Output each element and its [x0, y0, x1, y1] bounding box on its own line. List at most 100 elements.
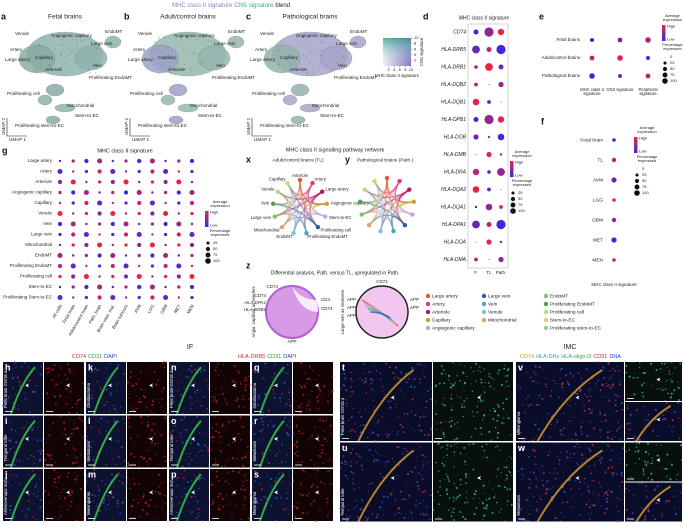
signal — [385, 464, 387, 466]
signal — [114, 408, 117, 411]
signal — [129, 371, 132, 374]
signal — [217, 508, 221, 511]
gene-label: CD74 — [453, 29, 466, 35]
signal — [496, 475, 498, 477]
signal — [241, 457, 244, 460]
signal — [123, 422, 125, 425]
cell — [183, 49, 185, 51]
signal — [532, 380, 535, 383]
signal — [456, 375, 458, 377]
edge — [286, 182, 297, 234]
signal — [534, 463, 537, 466]
signal — [326, 400, 329, 403]
signal — [211, 427, 214, 429]
signal — [292, 471, 294, 474]
signal — [472, 371, 475, 373]
signal — [567, 382, 569, 384]
signal — [248, 494, 251, 497]
signal — [137, 501, 140, 504]
edge — [373, 180, 384, 232]
signal — [364, 408, 366, 411]
signal — [437, 490, 439, 493]
signal — [460, 380, 462, 382]
signal — [574, 403, 576, 405]
size-key — [662, 66, 668, 72]
cell — [158, 36, 160, 38]
edge — [274, 182, 293, 218]
dot — [57, 294, 63, 301]
signal — [97, 485, 99, 487]
edge — [299, 179, 327, 205]
signal — [87, 449, 91, 452]
tick-label: 10 — [414, 35, 419, 40]
signal — [206, 411, 208, 413]
cluster-label: Large vein — [336, 41, 358, 46]
signal — [381, 501, 384, 504]
signal — [161, 390, 163, 393]
signal — [39, 506, 42, 509]
axis-label: UMAP 1 — [254, 137, 271, 142]
cell — [337, 61, 340, 63]
signal — [190, 511, 194, 514]
signal — [601, 383, 604, 386]
signal — [634, 519, 636, 521]
signal — [659, 368, 662, 370]
signal — [241, 398, 243, 400]
signal — [31, 428, 34, 431]
edge — [299, 179, 313, 195]
signal — [57, 451, 59, 453]
arrowhead — [149, 490, 153, 495]
signal — [46, 372, 49, 374]
signal — [305, 387, 307, 389]
signal — [294, 410, 296, 411]
signal — [320, 480, 323, 483]
signal — [646, 461, 649, 464]
signal — [555, 382, 557, 385]
signal — [40, 373, 42, 376]
signal — [423, 415, 425, 418]
dot — [58, 159, 62, 163]
arrowhead — [315, 436, 319, 441]
tissue-label: Temporal lobe — [169, 434, 174, 462]
size-key — [206, 241, 210, 245]
label-box: Percentage expressed — [662, 43, 682, 51]
signal — [237, 471, 240, 474]
signal — [586, 395, 589, 398]
signal — [63, 483, 64, 485]
signal — [597, 493, 599, 495]
signal — [248, 518, 250, 520]
signal — [321, 444, 324, 447]
signal — [617, 421, 620, 424]
signal — [438, 503, 440, 505]
signal — [482, 519, 484, 521]
signal — [2, 493, 4, 495]
tissue-label: Meningioma — [252, 491, 257, 515]
signal — [358, 455, 361, 458]
signal — [559, 429, 562, 432]
signal — [128, 393, 130, 395]
dot — [176, 274, 181, 279]
signal — [190, 364, 193, 367]
signal — [622, 447, 625, 450]
legend-label: Angiogenic capillary — [432, 325, 475, 331]
signal — [132, 508, 134, 510]
signal — [386, 496, 389, 499]
signal — [569, 456, 571, 459]
signal — [165, 518, 167, 520]
signal — [451, 416, 453, 418]
dot — [163, 221, 168, 227]
cell — [171, 71, 173, 73]
signal — [443, 436, 445, 438]
signal — [603, 376, 606, 379]
signal — [203, 433, 205, 435]
signal — [626, 422, 629, 425]
signal — [74, 478, 77, 481]
dot — [499, 240, 503, 244]
signal — [171, 393, 174, 396]
edge — [390, 180, 400, 232]
row-label: EndoMT — [35, 253, 52, 258]
vessel — [176, 366, 202, 415]
signal — [240, 383, 242, 386]
signal — [156, 424, 158, 426]
signal — [532, 448, 535, 451]
